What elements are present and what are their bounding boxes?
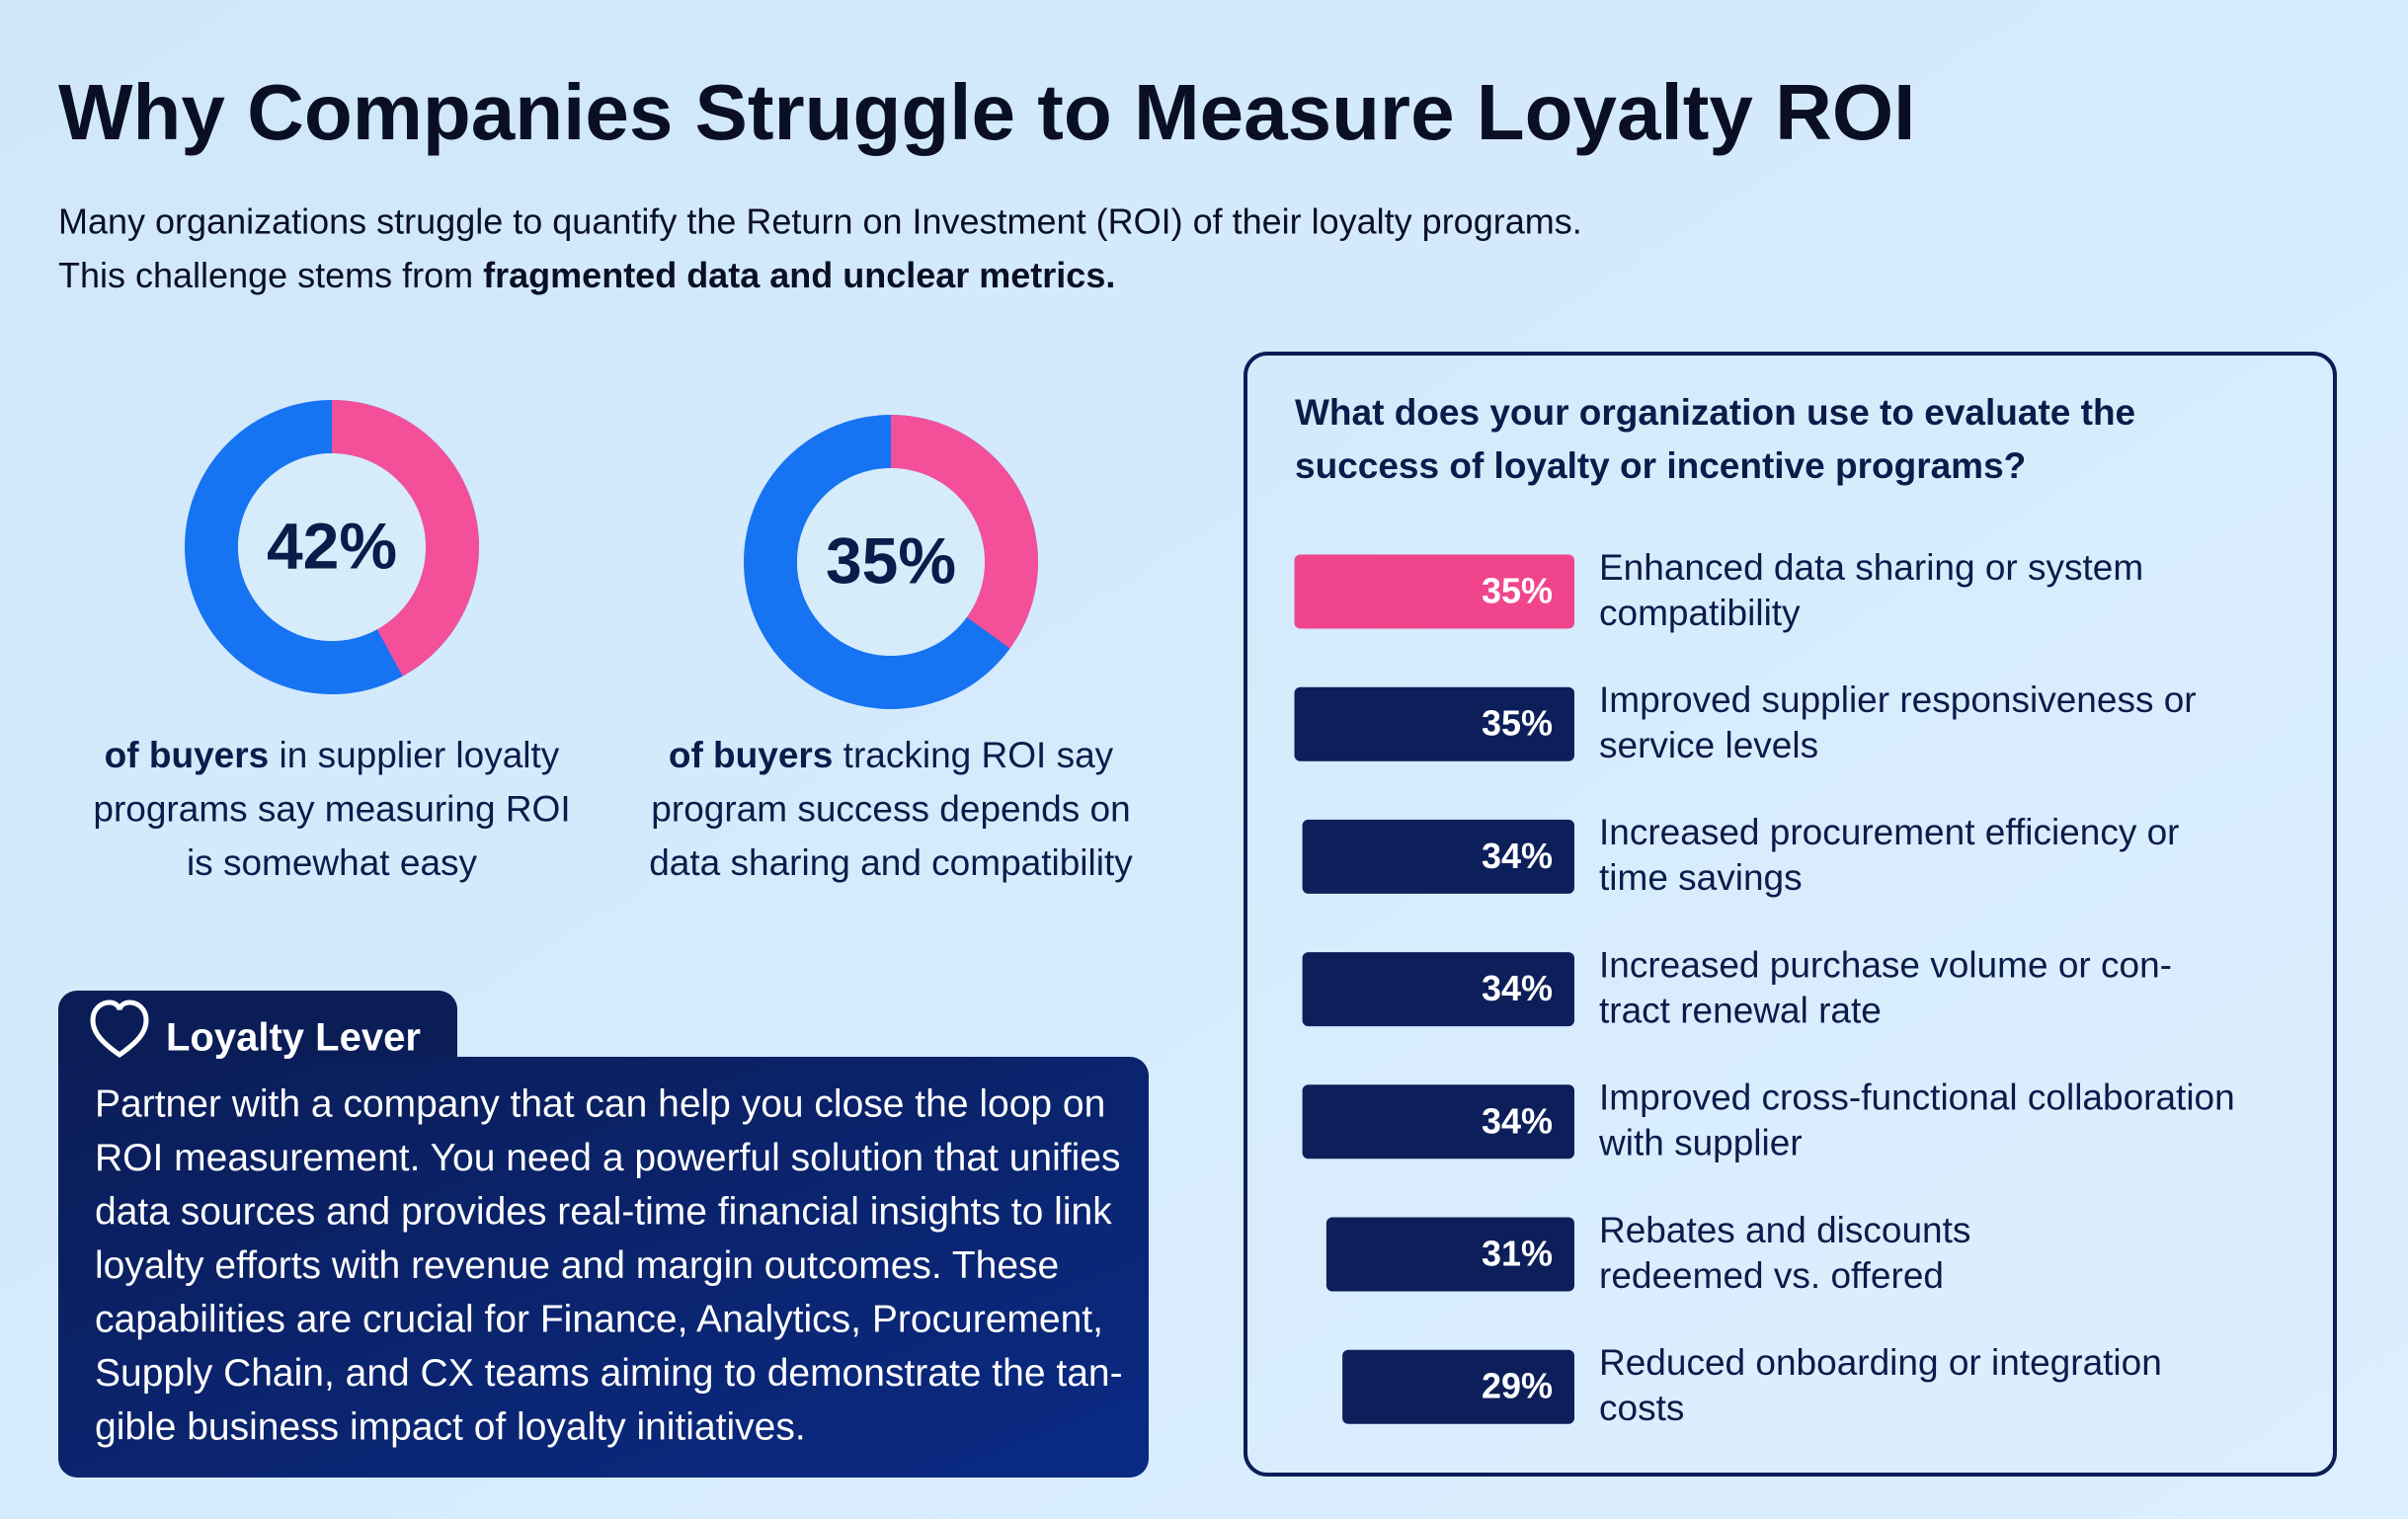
bar	[1294, 686, 1574, 761]
donut-hole	[238, 453, 426, 641]
question: What does your organization use to evalu…	[1295, 392, 2135, 433]
callout-line: data sources and provides real-time fina…	[95, 1190, 1112, 1233]
caption-text: in supplier loyalty	[269, 735, 560, 775]
callout-line: capabilities are crucial for Finance, An…	[95, 1298, 1103, 1340]
survey-panel	[1244, 352, 2337, 1477]
bar-label: 31%	[1482, 1234, 1553, 1274]
bar-category: with supplier	[1598, 1123, 1803, 1163]
bar-category: compatibility	[1599, 593, 1801, 633]
caption-bold: of buyers	[669, 735, 834, 775]
bar-label: 34%	[1482, 836, 1553, 876]
subtitle-text: This challenge stems from	[58, 255, 483, 295]
donut-caption: data sharing and compatibility	[649, 842, 1133, 883]
subtitle: This challenge stems from fragmented dat…	[58, 255, 1115, 295]
bar-category: service levels	[1599, 725, 1818, 765]
bar	[1294, 554, 1574, 629]
bar	[1302, 819, 1574, 894]
bar-category: Rebates and discounts	[1599, 1210, 1970, 1250]
donut-hole	[797, 468, 985, 656]
callout-line: ROI measurement. You need a powerful sol…	[95, 1137, 1120, 1179]
bar-category: Improved supplier responsiveness or	[1599, 680, 2197, 720]
bar-category: redeemed vs. offered	[1599, 1255, 1944, 1296]
bar	[1325, 1217, 1574, 1292]
caption-bold: of buyers	[105, 735, 270, 775]
donut-caption: programs say measuring ROI	[93, 788, 570, 829]
subtitle: Many organizations struggle to quantify …	[58, 201, 1582, 242]
bar-category: Reduced onboarding or integration	[1599, 1342, 2162, 1383]
question: success of loyalty or incentive programs…	[1295, 445, 2026, 486]
bar-category: Improved cross-functional collaboration	[1599, 1078, 2235, 1118]
bar-category: tract renewal rate	[1599, 990, 1882, 1030]
bar-category: Increased purchase volume or con-	[1599, 944, 2172, 985]
caption-text: tracking ROI say	[833, 735, 1113, 775]
donut-segment	[332, 400, 479, 677]
bar-category: Enhanced data sharing or system	[1599, 547, 2143, 588]
bar	[1302, 1084, 1574, 1159]
bar-label: 34%	[1482, 1100, 1553, 1141]
heart-icon	[90, 999, 149, 1059]
donut-caption: of buyers in supplier loyalty	[105, 735, 560, 775]
donut-segment	[891, 415, 1038, 649]
donut-label: 42%	[267, 509, 397, 582]
donut-caption: program success depends on	[651, 788, 1130, 829]
donut-caption: of buyers tracking ROI say	[669, 735, 1114, 775]
callout-box	[58, 1057, 1149, 1478]
bar-category: Increased procurement efficiency or	[1599, 812, 2180, 852]
bar-category: costs	[1599, 1388, 1684, 1428]
callout-line: gible business impact of loyalty initiat…	[95, 1405, 806, 1448]
donut-label: 35%	[826, 523, 956, 597]
bar-label: 29%	[1482, 1366, 1553, 1406]
bar-label: 35%	[1482, 571, 1553, 611]
bar	[1302, 952, 1574, 1027]
callout-line: Partner with a company that can help you…	[95, 1082, 1105, 1125]
bar	[1342, 1349, 1574, 1424]
callout-line: loyalty efforts with revenue and margin …	[95, 1244, 1059, 1287]
title: Why Companies Struggle to Measure Loyalt…	[58, 68, 1915, 156]
callout-line: Supply Chain, and CX teams aiming to dem…	[95, 1352, 1123, 1395]
subtitle-bold: fragmented data and unclear metrics.	[483, 255, 1115, 295]
callout-title: Loyalty Lever	[166, 1016, 421, 1060]
donut-caption: is somewhat easy	[187, 842, 478, 883]
bar-category: time savings	[1599, 857, 1803, 898]
bar-label: 34%	[1482, 968, 1553, 1008]
callout-body: Partner with a company that can help you…	[95, 1082, 1123, 1448]
bar-label: 35%	[1482, 703, 1553, 744]
